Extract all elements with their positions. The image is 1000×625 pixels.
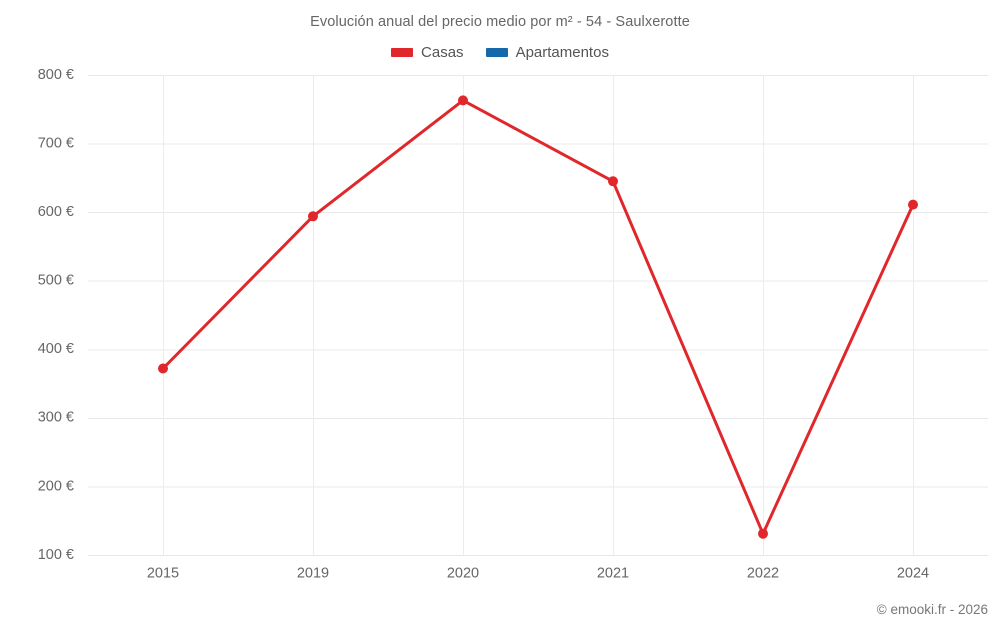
data-point-casas[interactable] xyxy=(158,363,168,374)
copyright-credit: © emooki.fr - 2026 xyxy=(876,602,988,617)
y-axis-tick-label: 100 € xyxy=(38,547,74,563)
legend-swatch-apartamentos xyxy=(485,48,508,57)
y-axis-tick-label: 700 € xyxy=(38,135,74,151)
legend-item-casas[interactable]: Casas xyxy=(391,44,464,61)
horizontal-gridlines xyxy=(88,75,988,556)
legend-label-apartamentos: Apartamentos xyxy=(515,44,609,61)
data-point-casas[interactable] xyxy=(458,95,468,106)
series-line-casas xyxy=(161,98,915,536)
vertical-gridlines xyxy=(163,75,914,555)
x-axis-tick-label: 2021 xyxy=(597,566,629,582)
data-point-casas[interactable] xyxy=(758,528,768,539)
data-point-casas[interactable] xyxy=(908,199,918,210)
x-axis-tick-labels: 2015 2019 2020 2021 2022 2024 xyxy=(147,566,929,582)
chart-legend: Casas Apartamentos xyxy=(0,44,1000,61)
series-data-points xyxy=(158,95,918,539)
y-axis-tick-label: 600 € xyxy=(38,204,74,220)
y-axis-tick-label: 400 € xyxy=(38,341,74,357)
y-axis-tick-label: 500 € xyxy=(38,273,74,289)
data-point-casas[interactable] xyxy=(308,211,318,222)
series-lines xyxy=(161,98,915,536)
x-axis-tick-label: 2015 xyxy=(147,566,179,582)
y-axis-tick-label: 800 € xyxy=(38,67,74,83)
legend-swatch-casas xyxy=(391,48,414,57)
y-axis-tick-label: 300 € xyxy=(38,410,74,426)
data-point-casas[interactable] xyxy=(608,176,618,187)
y-axis-tick-label: 200 € xyxy=(38,478,74,494)
x-axis-tick-label: 2022 xyxy=(747,566,779,582)
legend-item-apartamentos[interactable]: Apartamentos xyxy=(485,44,609,61)
y-axis-tick-labels: 100 € 200 € 300 € 400 € 500 € 600 € 700 € 800 € xyxy=(38,67,74,563)
chart-title: Evolución anual del precio medio por m² … xyxy=(310,14,690,30)
x-axis-tick-label: 2024 xyxy=(897,566,929,582)
legend-label-casas: Casas xyxy=(421,44,464,61)
x-axis-tick-label: 2020 xyxy=(447,566,479,582)
x-axis-tick-label: 2019 xyxy=(297,566,329,582)
